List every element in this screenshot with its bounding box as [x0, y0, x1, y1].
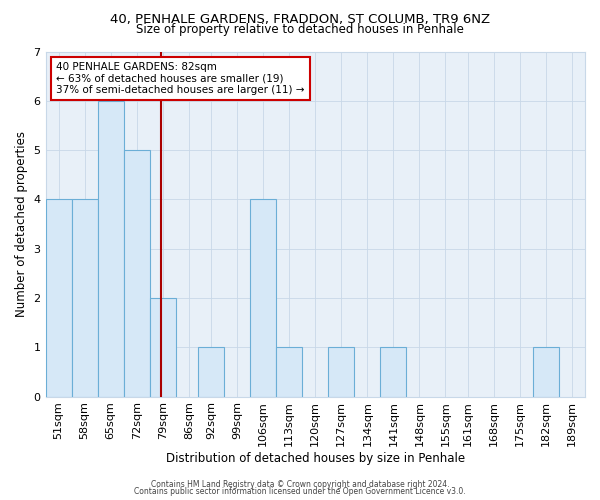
Bar: [198, 348, 224, 397]
Bar: [150, 298, 176, 396]
Y-axis label: Number of detached properties: Number of detached properties: [15, 131, 28, 317]
Text: 40, PENHALE GARDENS, FRADDON, ST COLUMB, TR9 6NZ: 40, PENHALE GARDENS, FRADDON, ST COLUMB,…: [110, 12, 490, 26]
Text: Contains public sector information licensed under the Open Government Licence v3: Contains public sector information licen…: [134, 487, 466, 496]
Text: 40 PENHALE GARDENS: 82sqm
← 63% of detached houses are smaller (19)
37% of semi-: 40 PENHALE GARDENS: 82sqm ← 63% of detac…: [56, 62, 305, 95]
Bar: [124, 150, 150, 396]
X-axis label: Distribution of detached houses by size in Penhale: Distribution of detached houses by size …: [166, 452, 465, 465]
Bar: [250, 200, 276, 396]
Bar: [328, 348, 355, 397]
Text: Contains HM Land Registry data © Crown copyright and database right 2024.: Contains HM Land Registry data © Crown c…: [151, 480, 449, 489]
Bar: [71, 200, 98, 396]
Bar: [46, 200, 71, 396]
Bar: [380, 348, 406, 397]
Bar: [98, 101, 124, 396]
Bar: [276, 348, 302, 397]
Text: Size of property relative to detached houses in Penhale: Size of property relative to detached ho…: [136, 22, 464, 36]
Bar: [533, 348, 559, 397]
